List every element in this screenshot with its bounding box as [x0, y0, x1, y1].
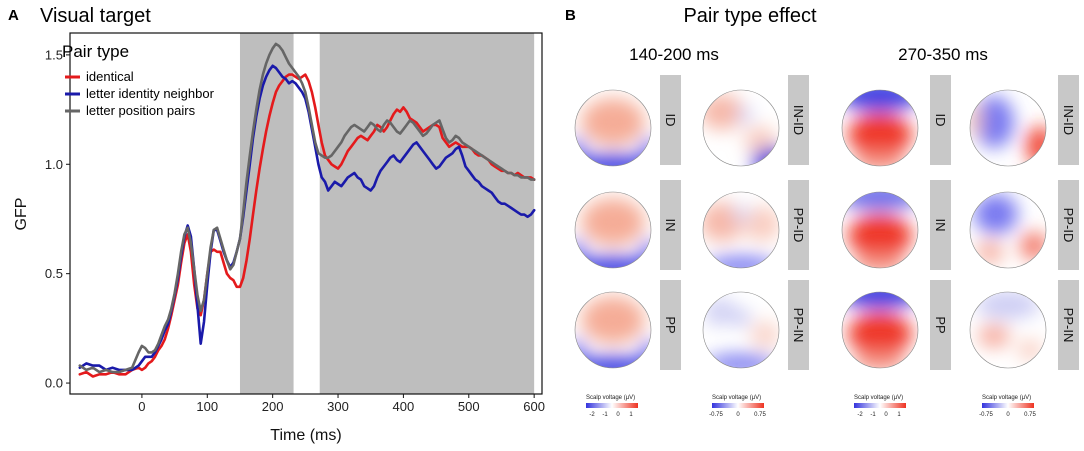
range-label-late: 270-350 ms: [898, 45, 988, 64]
strip-late-right-1: [1058, 75, 1079, 165]
y-axis-title: GFP: [13, 198, 30, 231]
topomap-late-pp-in: [969, 291, 1047, 369]
shaded-interval-2: [319, 33, 535, 394]
legend: Pair type identical letter identity neig…: [62, 42, 215, 118]
strip-label-late-pp-id: PP-ID: [1061, 208, 1076, 243]
x-tick-label: 200: [262, 399, 284, 414]
colorbar-title: Scalp voltage (μV): [854, 395, 903, 401]
topomap-late-in-id: [969, 89, 1047, 167]
colorbar-gradient: [712, 403, 764, 408]
strip-label-late-pp: PP: [933, 316, 948, 333]
colorbar-tick: 1: [897, 412, 901, 418]
panel-a-letter: A: [8, 7, 19, 24]
panel-b-letter: B: [565, 7, 576, 24]
strip-early-left-2: [660, 180, 681, 270]
legend-label-identical: identical: [86, 69, 134, 84]
strip-early-left-3: [660, 280, 681, 370]
strip-late-left-3: [930, 280, 951, 370]
series-lines: [78, 42, 536, 378]
facet-strips: ID IN PP IN-ID PP-ID PP-IN ID IN PP IN-I…: [660, 75, 1079, 370]
colorbar-gradient: [982, 403, 1034, 408]
colorbar-tick: -2: [857, 412, 863, 418]
range-label-early: 140-200 ms: [629, 45, 719, 64]
topomap-early-pp-in: [702, 291, 780, 369]
panel-b-title: Pair type effect: [683, 5, 816, 27]
colorbar-tick: 0: [736, 412, 740, 418]
colorbar-tick: 1: [629, 412, 633, 418]
shaded-interval-1: [239, 33, 294, 394]
x-axis-title: Time (ms): [270, 427, 341, 444]
strip-late-left-1: [930, 75, 951, 165]
colorbar-early-amplitude: Scalp voltage (μV) -2 -1 0 1: [586, 395, 638, 418]
strip-early-right-1: [788, 75, 809, 165]
series-line-letter-position-pairs: [78, 42, 536, 374]
topomap-early-id: [574, 89, 652, 167]
colorbar-title: Scalp voltage (μV): [982, 395, 1031, 401]
topomap-late-pp: [841, 291, 919, 369]
colorbar-tick: -2: [589, 412, 595, 418]
strip-label-early-in-id: IN-ID: [791, 105, 806, 135]
colorbar-tick: -1: [602, 412, 608, 418]
topomap-late-id: [841, 89, 919, 167]
strip-early-left-1: [660, 75, 681, 165]
y-tick-label: 1.5: [45, 47, 63, 62]
strip-early-right-3: [788, 280, 809, 370]
colorbar-tick: 0.75: [1024, 412, 1036, 418]
chart-title: Visual target: [40, 5, 151, 27]
strip-late-right-3: [1058, 280, 1079, 370]
colorbar-tick: 0: [1006, 412, 1010, 418]
colorbar-gradient: [586, 403, 638, 408]
strip-label-early-in: IN: [663, 219, 678, 232]
x-tick-label: 100: [196, 399, 218, 414]
topomap-early-in-id: [702, 89, 780, 167]
strip-label-late-in: IN: [933, 219, 948, 232]
topomap-early-in: [574, 191, 652, 269]
axis-ticks: 0 100 200 300 400 500 600 0.0 0.5 1.0 1.5: [45, 47, 545, 414]
x-tick-label: 500: [458, 399, 480, 414]
colorbar-tick: 0: [884, 412, 888, 418]
colorbar-tick: 0: [616, 412, 620, 418]
x-tick-label: 600: [523, 399, 545, 414]
colorbars: Scalp voltage (μV) -2 -1 0 1 Scalp volta…: [586, 395, 1036, 418]
shaded-intervals: [239, 33, 535, 394]
colorbar-late-difference: Scalp voltage (μV) -0.75 0 0.75: [979, 395, 1036, 418]
colorbar-title: Scalp voltage (μV): [712, 395, 761, 401]
strip-label-early-id: ID: [663, 114, 678, 127]
x-tick-label: 400: [393, 399, 415, 414]
topomap-early-pp-id: [702, 191, 780, 269]
strip-label-early-pp: PP: [663, 316, 678, 333]
strip-label-late-pp-in: PP-IN: [1061, 308, 1076, 343]
colorbar-title: Scalp voltage (μV): [586, 395, 635, 401]
topomap-late-in: [841, 191, 919, 269]
y-tick-label: 0.5: [45, 266, 63, 281]
colorbar-tick: 0.75: [754, 412, 766, 418]
legend-label-neighbor: letter identity neighbor: [86, 86, 215, 101]
strip-label-late-in-id: IN-ID: [1061, 105, 1076, 135]
y-tick-label: 1.0: [45, 157, 63, 172]
topomap-late-pp-id: [969, 191, 1047, 269]
x-tick-label: 300: [327, 399, 349, 414]
strip-label-early-pp-id: PP-ID: [791, 208, 806, 243]
strip-late-right-2: [1058, 180, 1079, 270]
topomap-early-pp: [574, 291, 652, 369]
legend-label-position: letter position pairs: [86, 103, 196, 118]
colorbar-late-amplitude: Scalp voltage (μV) -2 -1 0 1: [854, 395, 906, 418]
strip-late-left-2: [930, 180, 951, 270]
colorbar-tick: -1: [870, 412, 876, 418]
y-tick-label: 0.0: [45, 376, 63, 391]
colorbar-tick: -0.75: [709, 412, 723, 418]
strip-label-late-id: ID: [933, 114, 948, 127]
colorbar-tick: -0.75: [979, 412, 993, 418]
plot-frame: [69, 32, 543, 395]
colorbar-gradient: [854, 403, 906, 408]
strip-label-early-pp-in: PP-IN: [791, 308, 806, 343]
colorbar-early-difference: Scalp voltage (μV) -0.75 0 0.75: [709, 395, 766, 418]
x-tick-label: 0: [138, 399, 145, 414]
strip-early-right-2: [788, 180, 809, 270]
legend-title: Pair type: [62, 42, 129, 61]
